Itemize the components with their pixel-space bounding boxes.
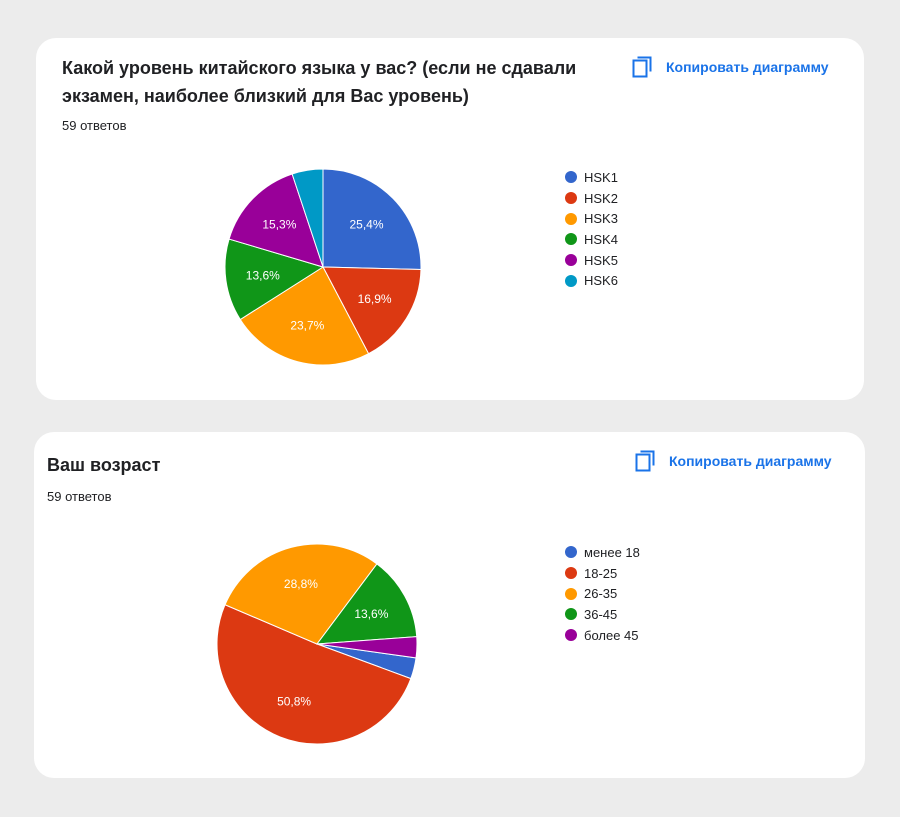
copy-chart-button[interactable]: Копировать диаграмму bbox=[635, 450, 832, 472]
pie-slice-HSK4[interactable] bbox=[224, 238, 325, 321]
legend-marker bbox=[565, 254, 577, 267]
legend-label: HSK4 bbox=[584, 231, 618, 247]
copy-icon bbox=[635, 450, 655, 472]
pie-slice-HSK1[interactable] bbox=[322, 168, 422, 270]
legend-marker bbox=[565, 233, 577, 246]
legend-item: 18-25 bbox=[565, 563, 640, 584]
pie-slice-HSK6[interactable] bbox=[291, 168, 324, 268]
legend-label: HSK1 bbox=[584, 169, 618, 185]
legend-label: менее 18 bbox=[584, 544, 640, 560]
legend-marker bbox=[565, 212, 577, 225]
legend-marker bbox=[565, 171, 577, 184]
pie-slice-HSK2[interactable] bbox=[322, 266, 422, 355]
slice-value-label: 50,8% bbox=[277, 695, 311, 709]
legend-label: HSK2 bbox=[584, 190, 618, 206]
legend-item: HSK5 bbox=[565, 250, 618, 271]
legend-marker bbox=[565, 274, 577, 287]
pie-chart: 50,8% 28,8% 13,6% bbox=[216, 543, 418, 745]
legend-label: 36-45 bbox=[584, 606, 618, 622]
legend-item: HSK2 bbox=[565, 188, 618, 209]
copy-chart-label: Копировать диаграмму bbox=[666, 59, 829, 75]
legend-marker bbox=[565, 587, 577, 600]
slice-value-label: 16,9% bbox=[358, 292, 392, 306]
pie-slice-36-45[interactable] bbox=[315, 563, 418, 645]
slice-value-label: 23,7% bbox=[290, 319, 324, 333]
legend-label: HSK3 bbox=[584, 211, 618, 227]
copy-chart-button[interactable]: Копировать диаграмму bbox=[632, 56, 829, 78]
legend-item: менее 18 bbox=[565, 542, 640, 563]
chart-legend: HSK1 HSK2 HSK3 HSK4 HSK5 HSK6 bbox=[565, 167, 618, 291]
chart-card-chinese-level: Какой уровень китайского языка у вас? (е… bbox=[36, 38, 864, 400]
slice-value-label: 13,6% bbox=[246, 268, 280, 282]
legend-marker bbox=[565, 608, 577, 621]
slice-value-label: 25,4% bbox=[349, 218, 383, 232]
legend-item: HSK6 bbox=[565, 270, 618, 291]
slice-value-label: 15,3% bbox=[262, 218, 296, 232]
legend-item: более 45 bbox=[565, 625, 640, 646]
response-count: 59 ответов bbox=[47, 489, 112, 504]
legend-item: 26-35 bbox=[565, 583, 640, 604]
legend-label: 18-25 bbox=[584, 565, 618, 581]
chart-title: Ваш возраст bbox=[47, 455, 161, 475]
legend-marker bbox=[565, 192, 577, 205]
legend-item: HSK4 bbox=[565, 229, 618, 250]
chart-legend: менее 18 18-25 26-35 36-45 более 45 bbox=[565, 542, 640, 645]
legend-marker bbox=[565, 546, 577, 559]
pie-slice-26-35[interactable] bbox=[224, 543, 378, 645]
pie-slice-более 45[interactable] bbox=[316, 636, 418, 659]
legend-marker bbox=[565, 629, 577, 642]
slice-value-label: 13,6% bbox=[354, 607, 388, 621]
copy-icon bbox=[632, 56, 652, 78]
legend-label: 26-35 bbox=[584, 586, 618, 602]
pie-slice-18-25[interactable] bbox=[216, 604, 412, 745]
copy-chart-label: Копировать диаграмму bbox=[669, 453, 832, 469]
legend-marker bbox=[565, 567, 577, 580]
slice-value-label: 28,8% bbox=[284, 577, 318, 591]
legend-label: более 45 bbox=[584, 627, 639, 643]
legend-label: HSK5 bbox=[584, 252, 618, 268]
legend-item: HSK1 bbox=[565, 167, 618, 188]
legend-label: HSK6 bbox=[584, 273, 618, 289]
chart-card-age: Ваш возраст 59 ответов Копировать диагра… bbox=[34, 432, 865, 778]
legend-item: HSK3 bbox=[565, 208, 618, 229]
pie-chart: 25,4% 16,9% 23,7% 13,6% 15,3% bbox=[224, 168, 422, 366]
pie-slice-HSK3[interactable] bbox=[239, 266, 370, 366]
response-count: 59 ответов bbox=[62, 118, 127, 133]
legend-item: 36-45 bbox=[565, 604, 640, 625]
chart-title: Какой уровень китайского языка у вас? (е… bbox=[62, 58, 577, 106]
